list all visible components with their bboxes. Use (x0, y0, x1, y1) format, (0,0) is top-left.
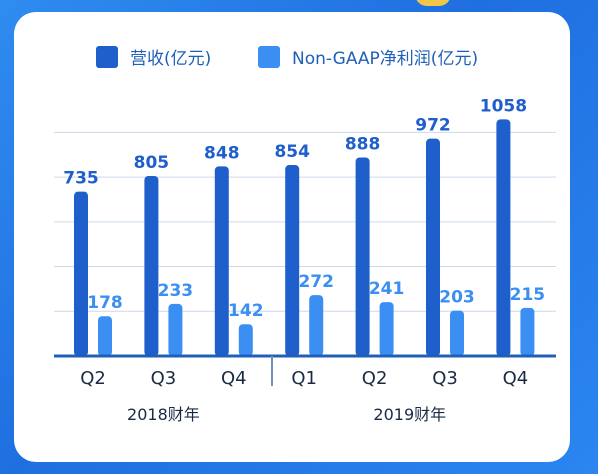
bar-revenue (496, 119, 511, 356)
data-label-revenue: 972 (415, 116, 451, 136)
legend: 营收(亿元) Non-GAAP净利润(亿元) (96, 46, 478, 69)
bar-revenue (144, 176, 159, 356)
x-tick-label: Q2 (362, 368, 388, 389)
data-label-non-gaap: 215 (510, 285, 546, 305)
data-label-revenue: 848 (204, 143, 240, 163)
data-label-revenue: 805 (134, 153, 170, 173)
data-label-revenue: 854 (274, 142, 310, 162)
data-label-non-gaap: 272 (298, 272, 334, 292)
legend-label-revenue: 营收(亿元) (130, 49, 211, 69)
decorative-tab (415, 0, 451, 6)
bar-revenue (214, 166, 229, 356)
x-tick-label: Q1 (291, 368, 317, 389)
bar-non-gaap (98, 316, 112, 356)
data-label-non-gaap: 178 (87, 293, 123, 313)
bar-non-gaap (450, 310, 464, 356)
bar-revenue (285, 165, 300, 356)
bar-non-gaap (309, 295, 324, 356)
data-label-non-gaap: 203 (439, 288, 475, 308)
x-tick-label: Q2 (80, 368, 106, 389)
data-label-revenue: 735 (63, 169, 99, 189)
fiscal-year-label: 2019财年 (373, 405, 446, 424)
x-tick-label: Q3 (432, 368, 458, 389)
fiscal-year-label: 2018财年 (127, 405, 200, 424)
gridlines (54, 131, 556, 312)
bar-non-gaap (238, 324, 253, 356)
x-tick-label: Q4 (503, 368, 529, 389)
data-label-non-gaap: 241 (369, 279, 405, 299)
legend-swatch-revenue (96, 46, 118, 68)
bar-revenue (426, 138, 440, 356)
data-label-revenue: 888 (345, 134, 381, 154)
bar-non-gaap (168, 303, 183, 356)
data-label-non-gaap: 233 (158, 281, 194, 301)
data-label-revenue: 1058 (480, 96, 527, 116)
bar-non-gaap (379, 302, 394, 356)
legend-label-non-gaap: Non-GAAP净利润(亿元) (292, 49, 478, 69)
data-label-non-gaap: 142 (228, 301, 264, 321)
bar-revenue (355, 157, 370, 356)
legend-swatch-non-gaap (258, 46, 280, 68)
x-axis: Q2 Q3 Q4 Q1 Q2 Q3 Q4 2018财年 2019财年 (54, 354, 556, 424)
x-tick-label: Q3 (151, 368, 177, 389)
bars: 735 178 805 233 848 142 854 272 888 241 972 203 1058… (63, 96, 545, 356)
bar-non-gaap (520, 307, 535, 356)
bar-revenue (74, 191, 88, 356)
x-tick-label: Q4 (221, 368, 247, 389)
